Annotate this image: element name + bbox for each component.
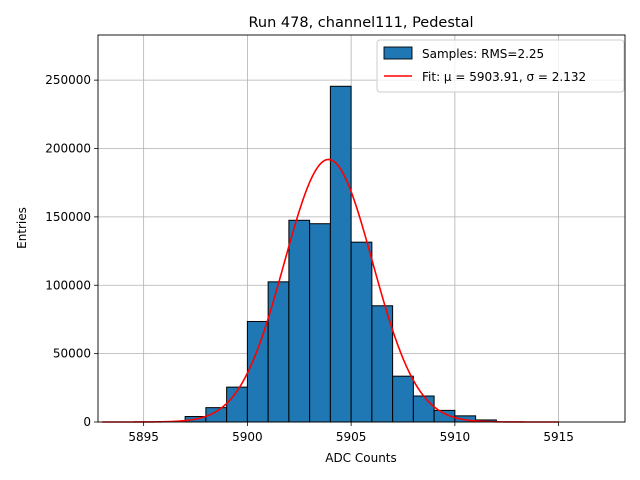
histogram-bar [350,241,373,423]
histogram-bar [329,85,352,423]
chart-title: Run 478, channel111, Pedestal [248,15,473,31]
y-tick-label: 100000 [45,278,91,292]
x-axis-label: ADC Counts [325,451,397,465]
x-axis-ticks: 5895 5900 5905 5910 5915 [128,422,574,444]
y-axis-ticks: 0 50000 100000 150000 200000 250000 [45,73,98,429]
histogram-bar [371,305,394,423]
histogram-bar [309,223,331,423]
legend-label-fit: Fit: μ = 5903.91, σ = 2.132 [422,70,586,84]
legend: Samples: RMS=2.25 Fit: μ = 5903.91, σ = … [376,39,625,93]
x-tick-label: 5900 [232,430,263,444]
histogram-bar [246,320,269,423]
histogram-bar [267,281,290,423]
x-tick-label: 5905 [336,430,367,444]
y-axis-label: Entries [15,207,29,249]
histogram-bar [412,395,435,423]
histogram-bars [184,85,497,423]
y-tick-label: 150000 [45,210,91,224]
histogram-bar [288,219,311,423]
y-tick-label: 200000 [45,142,91,156]
x-tick-label: 5915 [543,430,574,444]
histogram-bar [392,375,414,423]
y-tick-label: 250000 [45,73,91,87]
legend-box [376,39,625,93]
legend-label-samples: Samples: RMS=2.25 [422,47,544,61]
x-tick-label: 5910 [440,430,471,444]
x-tick-label: 5895 [128,430,159,444]
plot-frame [97,34,626,423]
fit-curve [102,158,559,423]
legend-swatch-samples [383,46,413,60]
y-tick-label: 0 [83,415,91,429]
y-tick-label: 50000 [53,347,91,361]
